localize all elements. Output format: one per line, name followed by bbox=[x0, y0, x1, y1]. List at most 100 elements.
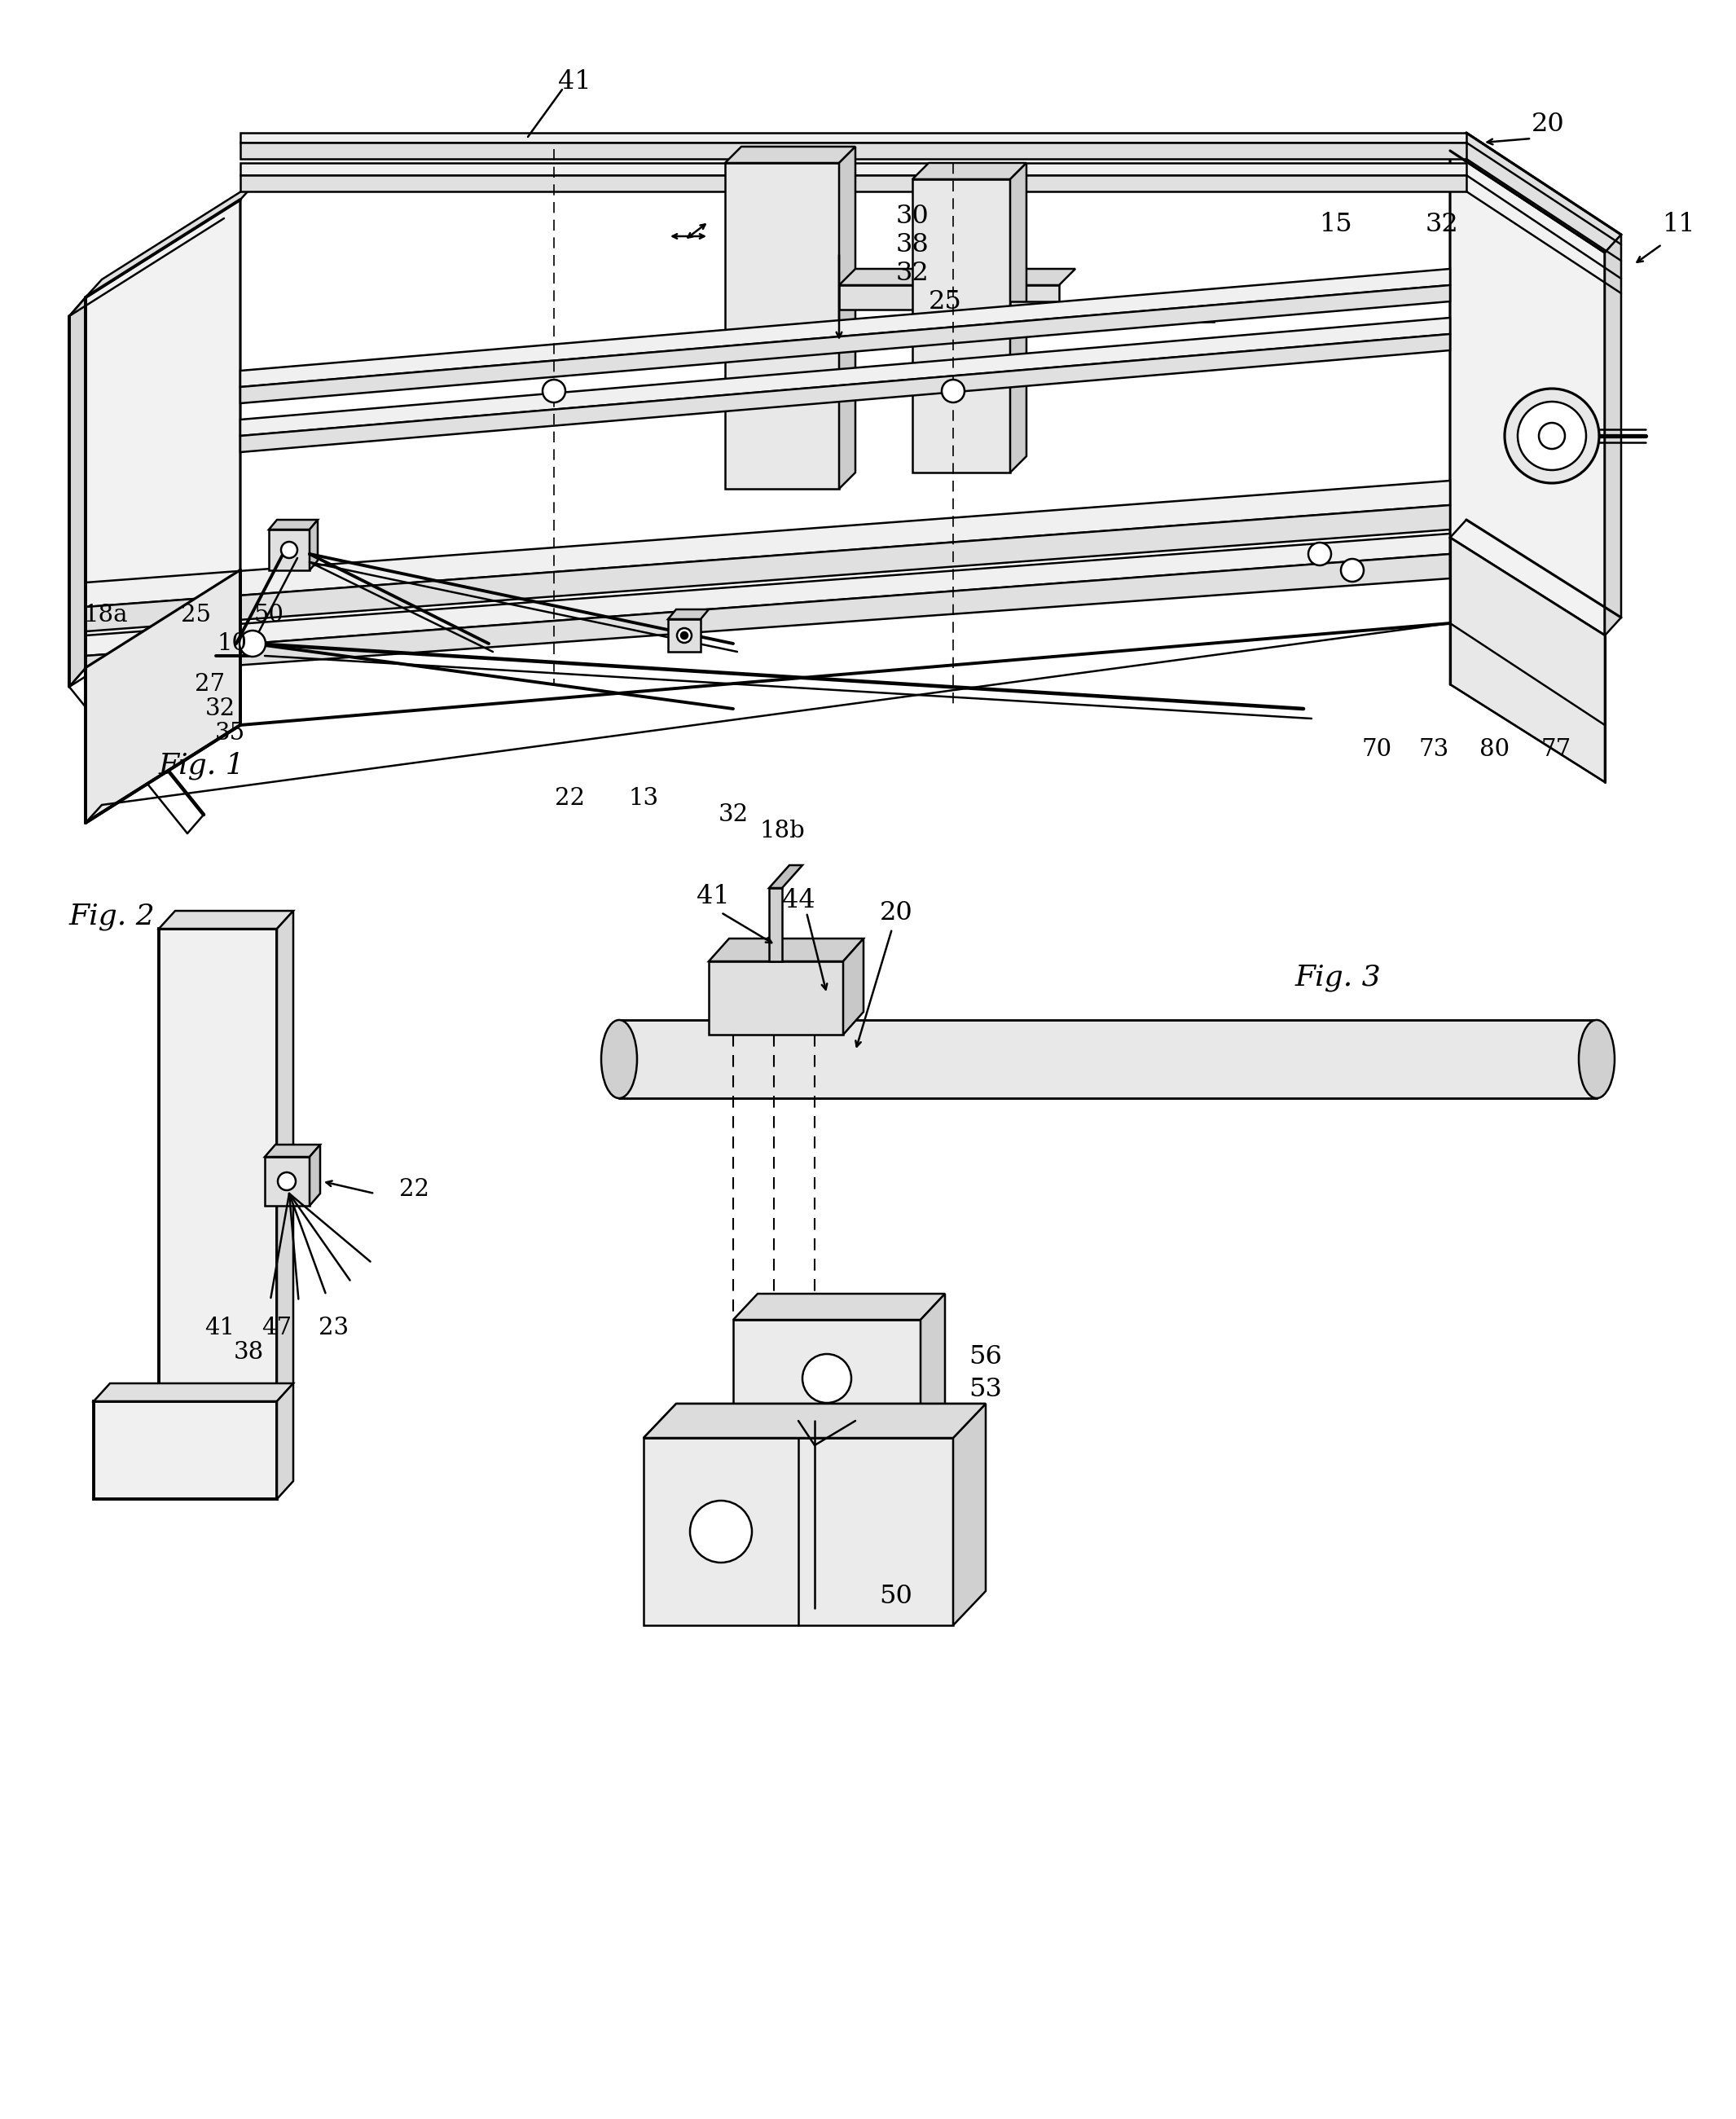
Polygon shape bbox=[644, 1439, 953, 1625]
Circle shape bbox=[802, 1354, 851, 1403]
Text: 11: 11 bbox=[1661, 212, 1694, 237]
Polygon shape bbox=[668, 619, 701, 653]
Circle shape bbox=[240, 631, 266, 657]
Polygon shape bbox=[160, 928, 278, 1401]
Polygon shape bbox=[94, 1401, 278, 1498]
Polygon shape bbox=[85, 534, 1450, 655]
Polygon shape bbox=[69, 297, 85, 687]
Polygon shape bbox=[726, 146, 856, 163]
Polygon shape bbox=[85, 504, 1450, 631]
Circle shape bbox=[1517, 403, 1587, 470]
Polygon shape bbox=[708, 939, 863, 962]
Text: 13: 13 bbox=[628, 786, 658, 809]
Polygon shape bbox=[668, 610, 708, 619]
Polygon shape bbox=[644, 1403, 986, 1439]
Text: 20: 20 bbox=[1531, 110, 1564, 136]
Circle shape bbox=[1538, 424, 1564, 449]
Circle shape bbox=[1340, 559, 1364, 583]
Polygon shape bbox=[953, 1403, 986, 1625]
Polygon shape bbox=[278, 1384, 293, 1498]
Text: 22: 22 bbox=[556, 786, 585, 809]
Text: 77: 77 bbox=[1542, 737, 1571, 761]
Text: 38: 38 bbox=[896, 231, 929, 256]
Polygon shape bbox=[240, 142, 1467, 159]
Polygon shape bbox=[644, 1403, 986, 1439]
Circle shape bbox=[281, 542, 297, 557]
Polygon shape bbox=[160, 911, 293, 928]
Circle shape bbox=[543, 379, 566, 403]
Text: 18b: 18b bbox=[759, 820, 806, 843]
Polygon shape bbox=[85, 199, 240, 667]
Text: 44: 44 bbox=[781, 888, 814, 913]
Text: 56: 56 bbox=[969, 1343, 1002, 1369]
Text: 32: 32 bbox=[205, 697, 234, 720]
Text: 32: 32 bbox=[1425, 212, 1458, 237]
Text: 35: 35 bbox=[215, 723, 245, 744]
Polygon shape bbox=[913, 180, 1010, 473]
Polygon shape bbox=[1010, 301, 1213, 322]
Text: 53: 53 bbox=[969, 1377, 1002, 1401]
Polygon shape bbox=[920, 1295, 944, 1439]
Ellipse shape bbox=[601, 1019, 637, 1098]
Polygon shape bbox=[838, 269, 1075, 286]
Circle shape bbox=[1309, 542, 1332, 566]
Text: 10: 10 bbox=[217, 631, 247, 655]
Polygon shape bbox=[838, 146, 856, 489]
Polygon shape bbox=[240, 133, 1467, 142]
Text: 18a: 18a bbox=[83, 604, 128, 627]
Polygon shape bbox=[240, 335, 1450, 451]
Text: Fig. 1: Fig. 1 bbox=[160, 752, 245, 780]
Polygon shape bbox=[240, 176, 1467, 191]
Text: 80: 80 bbox=[1479, 737, 1510, 761]
Text: 25: 25 bbox=[929, 288, 962, 314]
Polygon shape bbox=[85, 182, 257, 297]
Polygon shape bbox=[769, 888, 781, 962]
Text: 38: 38 bbox=[233, 1341, 264, 1365]
Polygon shape bbox=[838, 286, 1059, 309]
Polygon shape bbox=[620, 1019, 1597, 1098]
Polygon shape bbox=[240, 318, 1450, 437]
Polygon shape bbox=[240, 163, 1467, 176]
Polygon shape bbox=[1604, 235, 1621, 636]
Circle shape bbox=[278, 1172, 295, 1191]
Text: 41: 41 bbox=[557, 68, 590, 93]
Polygon shape bbox=[1010, 163, 1026, 473]
Polygon shape bbox=[278, 911, 293, 1401]
Polygon shape bbox=[85, 481, 1450, 606]
Polygon shape bbox=[240, 269, 1450, 388]
Circle shape bbox=[941, 379, 965, 403]
Polygon shape bbox=[269, 530, 309, 570]
Polygon shape bbox=[85, 570, 240, 822]
Text: 41: 41 bbox=[205, 1316, 234, 1339]
Text: 20: 20 bbox=[880, 901, 913, 926]
Text: 70: 70 bbox=[1361, 737, 1392, 761]
Text: 25: 25 bbox=[181, 604, 210, 627]
Polygon shape bbox=[266, 1157, 309, 1206]
Polygon shape bbox=[913, 163, 1026, 180]
Text: 27: 27 bbox=[194, 674, 226, 695]
Polygon shape bbox=[733, 1320, 920, 1439]
Circle shape bbox=[681, 631, 687, 638]
Circle shape bbox=[1505, 388, 1599, 483]
Polygon shape bbox=[1450, 133, 1621, 252]
Text: 47: 47 bbox=[262, 1316, 292, 1339]
Text: 32: 32 bbox=[719, 803, 748, 826]
Text: Fig. 3: Fig. 3 bbox=[1295, 964, 1382, 992]
Text: 15: 15 bbox=[1319, 212, 1352, 237]
Polygon shape bbox=[844, 939, 863, 1034]
Text: 50: 50 bbox=[880, 1585, 913, 1610]
Ellipse shape bbox=[1578, 1019, 1614, 1098]
Polygon shape bbox=[769, 865, 802, 888]
Polygon shape bbox=[94, 1384, 293, 1401]
Text: 23: 23 bbox=[319, 1316, 349, 1339]
Text: 30: 30 bbox=[896, 203, 929, 229]
Text: Fig. 2: Fig. 2 bbox=[69, 903, 156, 930]
Polygon shape bbox=[733, 1295, 944, 1320]
Polygon shape bbox=[309, 1144, 319, 1206]
Polygon shape bbox=[1450, 150, 1604, 636]
Polygon shape bbox=[269, 519, 318, 530]
Circle shape bbox=[689, 1500, 752, 1562]
Polygon shape bbox=[726, 163, 838, 489]
Polygon shape bbox=[309, 519, 318, 570]
Text: 22: 22 bbox=[399, 1178, 429, 1201]
